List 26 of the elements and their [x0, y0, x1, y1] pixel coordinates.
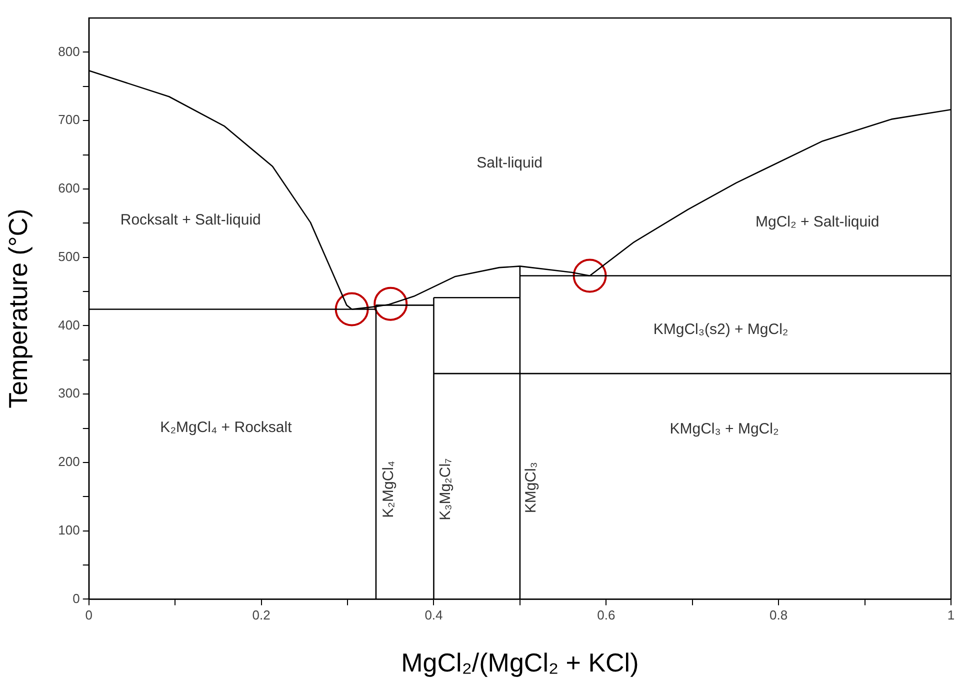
y-tick-label: 700	[58, 112, 80, 128]
annotation: MgCl₂ + Salt-liquid	[755, 214, 880, 231]
x-axis-title: MgCl₂/(MgCl₂ + KCl)	[401, 648, 639, 678]
x-tick-label: 1	[947, 608, 955, 623]
y-tick-label: 300	[58, 386, 80, 401]
x-tick-label: 0.6	[597, 608, 616, 623]
y-tick-label: 100	[58, 522, 80, 538]
annotation: KMgCl₃	[522, 462, 540, 514]
y-tick-label: 200	[58, 454, 80, 470]
annotation: K₂MgCl₄ + Rocksalt	[160, 418, 293, 436]
y-tick-label: 800	[58, 44, 80, 59]
annotation: KMgCl₃(s2) + MgCl₂	[653, 321, 788, 338]
annotation: KMgCl₃ + MgCl₂	[670, 420, 779, 438]
x-tick-label: 0.4	[424, 608, 443, 623]
x-tick-label: 0.2	[252, 608, 270, 623]
annotation: K₃Mg₂Cl₇	[436, 458, 454, 520]
y-tick-label: 600	[58, 180, 80, 196]
y-tick-label: 400	[58, 317, 80, 332]
y-tick-label: 0	[72, 590, 80, 606]
annotation: K₂MgCl₄	[380, 460, 398, 518]
annotation: Rocksalt + Salt-liquid	[120, 211, 261, 228]
y-axis-title: Temperature (°C)	[2, 208, 33, 408]
x-tick-label: 0.8	[770, 608, 788, 623]
y-tick-label: 500	[58, 248, 80, 264]
annotation: Salt-liquid	[476, 154, 543, 172]
x-tick-label: 0	[85, 608, 93, 623]
